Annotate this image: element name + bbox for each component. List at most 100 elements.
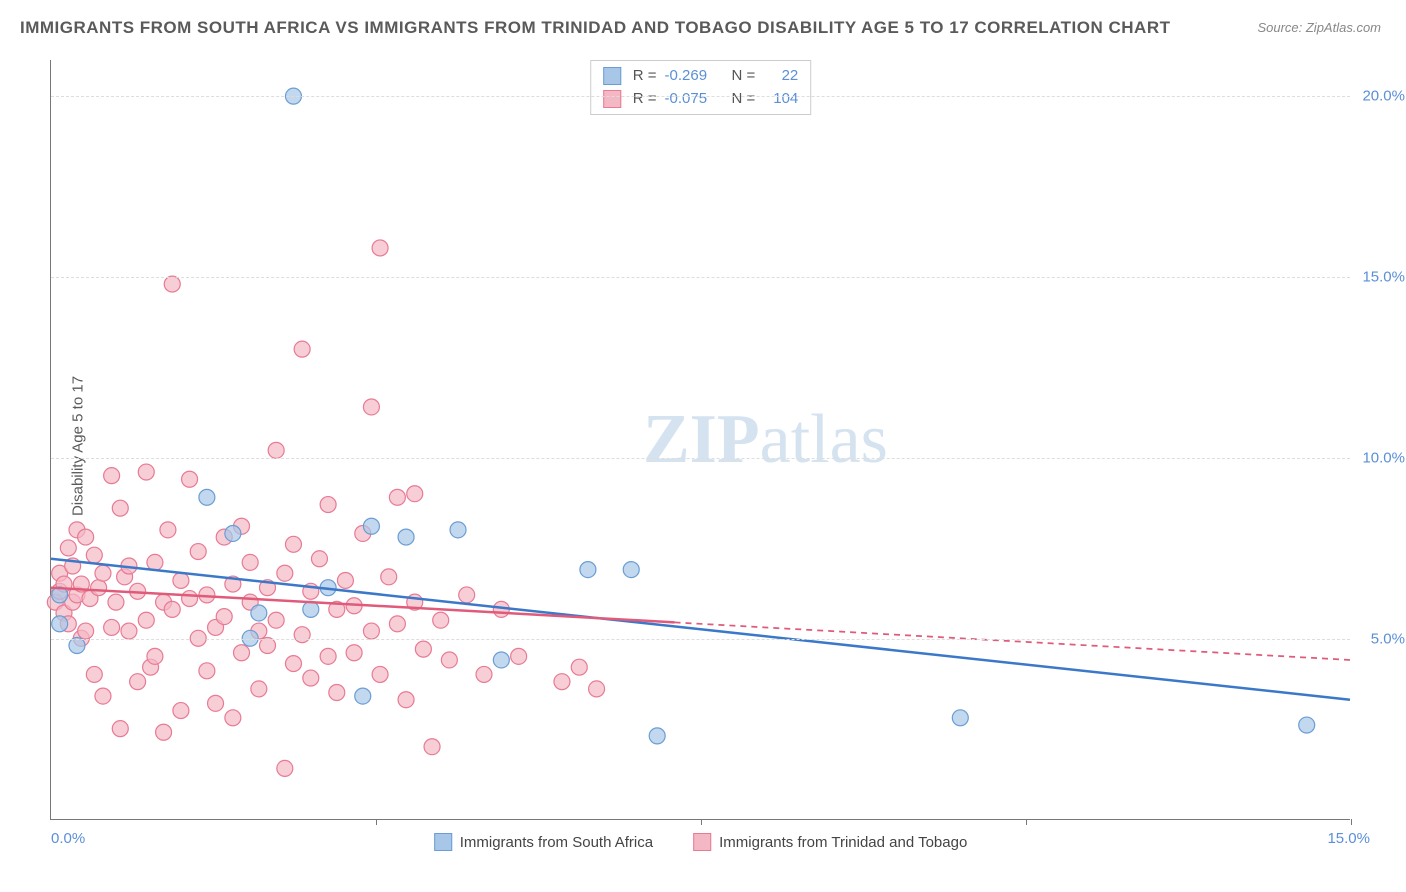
scatter-point [320, 497, 336, 513]
y-tick-label: 15.0% [1362, 269, 1405, 286]
scatter-point [156, 724, 172, 740]
scatter-point [104, 619, 120, 635]
scatter-point [459, 587, 475, 603]
scatter-point [138, 464, 154, 480]
scatter-point [268, 442, 284, 458]
legend-swatch [434, 833, 452, 851]
scatter-point [589, 681, 605, 697]
plot-area: ZIPatlas R =-0.269N =22R =-0.075N =104 5… [50, 60, 1350, 820]
scatter-point [268, 612, 284, 628]
source-attribution: Source: ZipAtlas.com [1257, 20, 1381, 35]
trend-line-extrapolated [675, 622, 1350, 660]
scatter-svg [51, 60, 1350, 819]
scatter-point [251, 605, 267, 621]
bottom-legend: Immigrants from South Africa Immigrants f… [434, 833, 968, 851]
scatter-point [389, 616, 405, 632]
scatter-point [329, 685, 345, 701]
scatter-point [160, 522, 176, 538]
scatter-point [225, 710, 241, 726]
scatter-point [60, 540, 76, 556]
scatter-point [78, 623, 94, 639]
scatter-point [554, 674, 570, 690]
scatter-point [173, 703, 189, 719]
scatter-point [285, 656, 301, 672]
scatter-point [1299, 717, 1315, 733]
grid-line [51, 458, 1350, 459]
scatter-point [372, 240, 388, 256]
scatter-point [952, 710, 968, 726]
scatter-point [86, 666, 102, 682]
scatter-point [147, 554, 163, 570]
scatter-point [182, 591, 198, 607]
scatter-point [303, 601, 319, 617]
y-tick-label: 5.0% [1371, 631, 1405, 648]
y-tick-label: 20.0% [1362, 88, 1405, 105]
trend-line [51, 559, 1350, 700]
scatter-point [112, 721, 128, 737]
scatter-point [78, 529, 94, 545]
scatter-point [580, 562, 596, 578]
scatter-point [285, 536, 301, 552]
scatter-point [294, 341, 310, 357]
legend-label: Immigrants from South Africa [460, 834, 653, 851]
scatter-point [173, 572, 189, 588]
scatter-point [138, 612, 154, 628]
grid-line [51, 639, 1350, 640]
scatter-point [86, 547, 102, 563]
scatter-point [355, 688, 371, 704]
scatter-point [277, 565, 293, 581]
scatter-point [389, 489, 405, 505]
scatter-point [164, 601, 180, 617]
scatter-point [104, 468, 120, 484]
scatter-point [493, 652, 509, 668]
scatter-point [294, 627, 310, 643]
scatter-point [130, 674, 146, 690]
legend-swatch [693, 833, 711, 851]
scatter-point [182, 471, 198, 487]
scatter-point [407, 486, 423, 502]
grid-line [51, 277, 1350, 278]
scatter-point [303, 670, 319, 686]
scatter-point [147, 648, 163, 664]
scatter-point [251, 681, 267, 697]
scatter-point [164, 276, 180, 292]
scatter-point [372, 666, 388, 682]
scatter-point [450, 522, 466, 538]
legend-item: Immigrants from South Africa [434, 833, 653, 851]
scatter-point [190, 544, 206, 560]
correlation-chart: IMMIGRANTS FROM SOUTH AFRICA VS IMMIGRAN… [0, 0, 1406, 892]
scatter-point [95, 565, 111, 581]
scatter-point [311, 551, 327, 567]
scatter-point [415, 641, 431, 657]
x-tick-mark [376, 819, 377, 825]
x-tick-mark [701, 819, 702, 825]
scatter-point [398, 529, 414, 545]
scatter-point [441, 652, 457, 668]
scatter-point [91, 580, 107, 596]
scatter-point [277, 760, 293, 776]
scatter-point [381, 569, 397, 585]
x-tick-mark [1351, 819, 1352, 825]
legend-label: Immigrants from Trinidad and Tobago [719, 834, 967, 851]
x-tick-mark [1026, 819, 1027, 825]
scatter-point [52, 616, 68, 632]
legend-item: Immigrants from Trinidad and Tobago [693, 833, 967, 851]
scatter-point [95, 688, 111, 704]
scatter-point [363, 623, 379, 639]
scatter-point [216, 609, 232, 625]
scatter-point [234, 645, 250, 661]
scatter-point [225, 525, 241, 541]
scatter-point [337, 572, 353, 588]
y-tick-label: 10.0% [1362, 450, 1405, 467]
scatter-point [208, 695, 224, 711]
scatter-point [571, 659, 587, 675]
scatter-point [398, 692, 414, 708]
scatter-point [363, 399, 379, 415]
scatter-point [649, 728, 665, 744]
scatter-point [346, 645, 362, 661]
scatter-point [112, 500, 128, 516]
x-axis-min: 0.0% [51, 830, 85, 847]
scatter-point [199, 489, 215, 505]
scatter-point [363, 518, 379, 534]
scatter-point [511, 648, 527, 664]
